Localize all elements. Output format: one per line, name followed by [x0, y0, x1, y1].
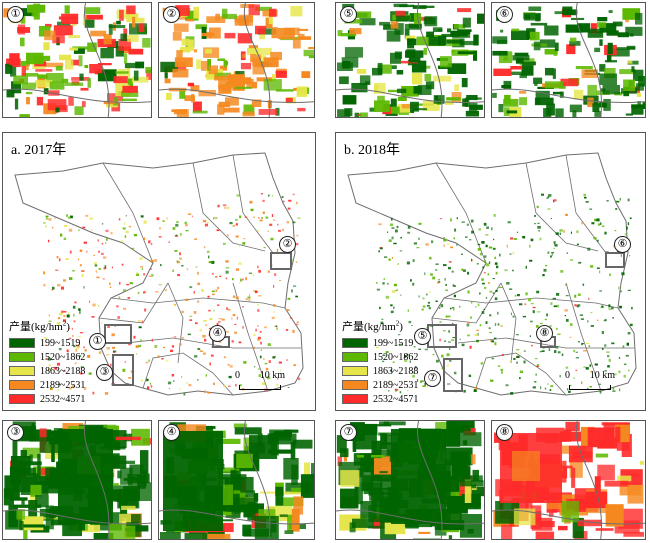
legend-swatch — [9, 380, 35, 390]
callout-1: ① — [89, 333, 106, 350]
legend-swatch — [9, 352, 35, 362]
legend-swatch — [9, 338, 35, 348]
inset-4: ④ — [158, 420, 315, 540]
legend-item: 2189~2531 — [342, 378, 418, 392]
map-2017: a. 2017年 ① ② ③ ④ 产量(kg/hm2) 199~1519 152… — [2, 132, 316, 411]
inset-3: ③ — [2, 420, 152, 540]
legend-item: 2532~4571 — [9, 392, 85, 406]
inset-2-map — [159, 3, 314, 117]
inset-1-map — [3, 3, 151, 117]
legend-title: 产量(kg/hm2) — [9, 319, 70, 333]
inset-8-map — [492, 421, 645, 539]
inset-2-label: ② — [163, 6, 180, 23]
callout-5: ⑤ — [414, 328, 431, 345]
legend-item: 1520~1862 — [9, 350, 85, 364]
inset-5: ⑤ — [335, 2, 485, 118]
legend-swatch — [342, 352, 368, 362]
callout-2: ② — [279, 236, 296, 253]
inset-3-label: ③ — [7, 424, 24, 441]
inset-7-label: ⑦ — [340, 424, 357, 441]
callout-8: ⑧ — [536, 325, 553, 342]
callout-6: ⑥ — [614, 236, 631, 253]
scale-bar: 0 10 km — [565, 370, 615, 394]
inset-4-map — [159, 421, 314, 539]
legend-item: 2532~4571 — [342, 392, 418, 406]
legend-swatch — [342, 380, 368, 390]
callout-4: ④ — [209, 325, 226, 342]
legend-2018: 产量(kg/hm2) 199~1519 1520~1862 1863~2188 … — [342, 318, 418, 406]
legend-item: 1863~2188 — [9, 364, 85, 378]
map-2018: b. 2018年 ⑤ ⑥ ⑦ ⑧ 产量(kg/hm2) 199~1519 152… — [335, 132, 646, 411]
inset-8-label: ⑧ — [496, 424, 513, 441]
inset-7-map — [336, 421, 484, 539]
inset-8: ⑧ — [491, 420, 646, 540]
callout-7: ⑦ — [424, 370, 441, 387]
inset-4-label: ④ — [163, 424, 180, 441]
scale-bar: 0 10 km — [235, 370, 285, 394]
legend-item: 199~1519 — [9, 336, 85, 350]
legend-item: 1863~2188 — [342, 364, 418, 378]
legend-swatch — [9, 366, 35, 376]
legend-item: 1520~1862 — [342, 350, 418, 364]
legend-swatch — [342, 394, 368, 404]
legend-swatch — [9, 394, 35, 404]
legend-swatch — [342, 338, 368, 348]
legend-2017: 产量(kg/hm2) 199~1519 1520~1862 1863~2188 … — [9, 318, 85, 406]
callout-3: ③ — [96, 364, 113, 381]
inset-6-map — [492, 3, 645, 117]
map-2017-outline — [14, 152, 304, 396]
inset-6-label: ⑥ — [496, 6, 513, 23]
legend-swatch — [342, 366, 368, 376]
map-2017-title: a. 2017年 — [11, 143, 67, 158]
inset-1-label: ① — [7, 6, 24, 23]
inset-5-label: ⑤ — [340, 6, 357, 23]
inset-5-map — [336, 3, 484, 117]
inset-7: ⑦ — [335, 420, 485, 540]
legend-item: 199~1519 — [342, 336, 418, 350]
inset-6: ⑥ — [491, 2, 646, 118]
legend-item: 2189~2531 — [9, 378, 85, 392]
legend-title: 产量(kg/hm2) — [342, 319, 403, 333]
inset-3-map — [3, 421, 151, 539]
map-2018-title: b. 2018年 — [344, 143, 400, 158]
inset-2: ② — [158, 2, 315, 118]
map-2018-outline — [347, 152, 637, 396]
inset-1: ① — [2, 2, 152, 118]
